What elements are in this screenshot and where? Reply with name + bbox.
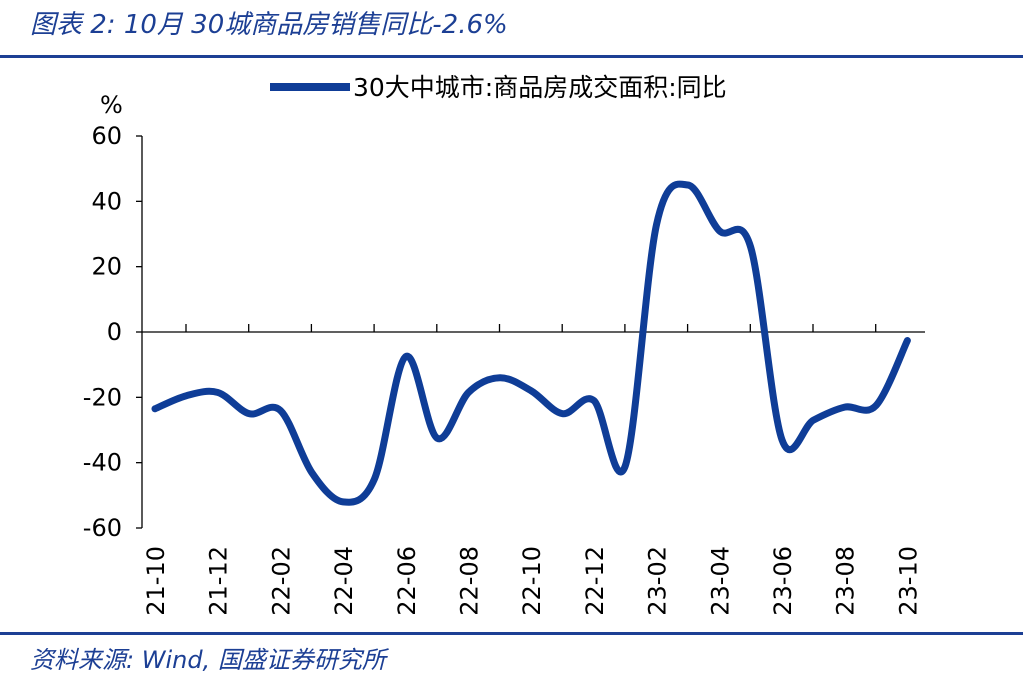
data-point bbox=[217, 391, 219, 393]
data-point bbox=[875, 405, 877, 406]
data-point bbox=[562, 413, 564, 415]
x-tick-label: 22-10 bbox=[518, 546, 546, 616]
top-divider bbox=[0, 55, 1023, 58]
data-point bbox=[468, 391, 469, 393]
data-point bbox=[718, 230, 720, 232]
data-point bbox=[812, 419, 814, 421]
data-point bbox=[906, 339, 908, 341]
data-point bbox=[656, 223, 658, 225]
x-tick-labels: 21-10 21-12 22-02 22-04 22-06 22-08 22-10 22-12… bbox=[142, 546, 922, 616]
axes bbox=[136, 135, 925, 529]
data-point bbox=[530, 390, 532, 392]
x-tick-label: 23-08 bbox=[832, 546, 860, 616]
data-point bbox=[844, 406, 846, 408]
x-tick-label: 21-12 bbox=[205, 546, 233, 616]
data-point bbox=[405, 356, 407, 357]
y-tick-label: 0 bbox=[107, 318, 122, 346]
x-tick-label: 23-06 bbox=[769, 546, 797, 616]
data-point bbox=[750, 246, 752, 248]
data-point bbox=[373, 478, 375, 480]
data-point bbox=[248, 413, 250, 415]
x-tick-label: 23-10 bbox=[894, 546, 922, 616]
x-tick-label: 22-12 bbox=[581, 546, 609, 616]
data-point bbox=[499, 377, 501, 379]
y-axis-unit: % bbox=[100, 91, 123, 119]
data-point bbox=[311, 471, 313, 473]
legend: 30大中城市:商品房成交面积:同比 bbox=[270, 73, 727, 102]
x-tick-label: 22-02 bbox=[267, 546, 295, 616]
y-tick-label: -40 bbox=[83, 449, 122, 477]
y-tick-label: -20 bbox=[83, 383, 122, 411]
source-note: 资料来源: Wind, 国盛证券研究所 bbox=[30, 646, 386, 674]
data-point bbox=[342, 501, 344, 503]
x-tick-label: 23-04 bbox=[706, 546, 734, 616]
data-point bbox=[593, 400, 595, 402]
data-point bbox=[687, 184, 689, 186]
x-tick-label: 22-08 bbox=[456, 546, 484, 616]
data-point bbox=[781, 439, 783, 441]
y-tick-label: 20 bbox=[91, 253, 122, 281]
data-point bbox=[154, 408, 156, 410]
y-tick-label: -60 bbox=[83, 514, 122, 542]
series-line bbox=[151, 180, 911, 506]
y-tick-labels: 60 40 20 0 -20 -40 -60 bbox=[83, 122, 122, 542]
x-tick-label: 22-04 bbox=[330, 546, 358, 616]
chart-title: 图表 2: 10月 30城商品房销售同比-2.6% bbox=[30, 10, 508, 40]
legend-label: 30大中城市:商品房成交面积:同比 bbox=[353, 73, 727, 102]
y-tick-label: 60 bbox=[91, 122, 122, 150]
data-point bbox=[436, 437, 438, 439]
x-tick-label: 21-10 bbox=[142, 546, 170, 616]
y-tick-label: 40 bbox=[91, 187, 122, 215]
bottom-divider bbox=[0, 632, 1023, 635]
x-tick-label: 22-06 bbox=[393, 546, 421, 616]
x-tick-label: 23-02 bbox=[644, 546, 672, 616]
data-point bbox=[279, 409, 281, 411]
series-layer bbox=[151, 180, 911, 506]
data-point bbox=[624, 465, 626, 467]
data-point bbox=[185, 395, 187, 397]
